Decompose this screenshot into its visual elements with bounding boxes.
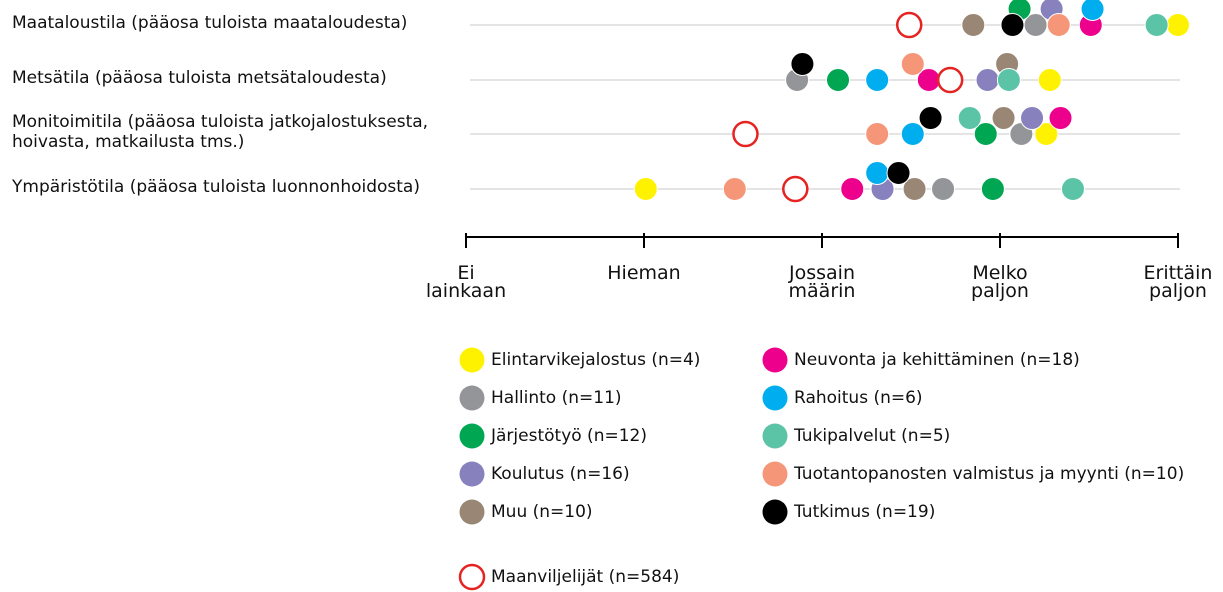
dot xyxy=(900,52,925,76)
category-label: Metsätila (pääosa tuloista metsätaloudes… xyxy=(12,68,387,88)
dot xyxy=(975,68,1000,92)
legend-label: Rahoitus (n=6) xyxy=(794,388,923,408)
legend-label: Järjestötyö (n=12) xyxy=(491,426,647,446)
dot xyxy=(865,122,890,146)
dot xyxy=(931,177,956,201)
hollow-dot xyxy=(936,66,964,94)
dot xyxy=(1080,0,1105,21)
dot xyxy=(918,106,943,130)
dot xyxy=(961,13,986,37)
x-tick-label: Erittäin paljon xyxy=(1143,262,1213,302)
dot xyxy=(1000,13,1025,37)
legend-label: Tuotantopanosten valmistus ja myynti (n=… xyxy=(794,464,1185,484)
legend-swatch xyxy=(459,423,485,449)
dot xyxy=(1020,106,1045,130)
legend-label: Tutkimus (n=19) xyxy=(794,502,936,522)
legend-swatch xyxy=(459,461,485,487)
dot xyxy=(1034,122,1059,146)
dot xyxy=(1060,177,1085,201)
dot xyxy=(826,68,851,92)
dot xyxy=(1144,13,1169,37)
legend-swatch xyxy=(762,499,788,525)
dot xyxy=(1166,13,1190,37)
legend-swatch xyxy=(762,347,788,373)
hollow-dot xyxy=(895,11,923,39)
dot xyxy=(900,122,925,146)
legend-label: Muu (n=10) xyxy=(491,502,593,522)
legend-label: Neuvonta ja kehittäminen (n=18) xyxy=(794,350,1080,370)
dot xyxy=(840,177,865,201)
dot xyxy=(980,177,1005,201)
x-tick-label: Ei lainkaan xyxy=(425,262,507,302)
dot xyxy=(1048,106,1073,130)
hollow-dot xyxy=(732,120,759,148)
category-label: Ympäristötila (pääosa tuloista luonnonho… xyxy=(12,177,420,197)
legend-label: Elintarvikejalostus (n=4) xyxy=(491,350,701,370)
legend-swatch xyxy=(762,423,788,449)
legend-swatch xyxy=(459,385,485,411)
dot xyxy=(957,106,982,130)
dot xyxy=(996,68,1021,92)
dot xyxy=(865,68,890,92)
x-tick-label: Hieman xyxy=(607,262,681,284)
dot xyxy=(790,52,815,76)
dot xyxy=(865,161,890,185)
category-label: Monitoimitila (pääosa tuloista jatkojalo… xyxy=(12,112,429,152)
legend-label: Tukipalvelut (n=5) xyxy=(794,426,951,446)
legend-label: Hallinto (n=11) xyxy=(491,388,622,408)
legend-label: Maanviljelijät (n=584) xyxy=(491,567,680,587)
dot xyxy=(991,106,1016,130)
legend-swatch xyxy=(762,461,788,487)
dot xyxy=(633,177,658,201)
legend-hollow xyxy=(458,563,486,591)
legend-swatch xyxy=(762,385,788,411)
x-tick-label: Jossain määrin xyxy=(788,262,856,302)
hollow-dot xyxy=(782,175,809,203)
category-label: Maataloustila (pääosa tuloista maataloud… xyxy=(12,13,408,33)
dot xyxy=(886,161,911,185)
legend-swatch xyxy=(459,347,485,373)
legend-label: Koulutus (n=16) xyxy=(491,464,630,484)
dot xyxy=(1037,68,1062,92)
dot xyxy=(1046,13,1071,37)
dot xyxy=(722,177,747,201)
dot xyxy=(902,177,927,201)
x-tick-label: Melko paljon xyxy=(971,262,1029,302)
legend-swatch xyxy=(459,499,485,525)
dot xyxy=(973,122,998,146)
